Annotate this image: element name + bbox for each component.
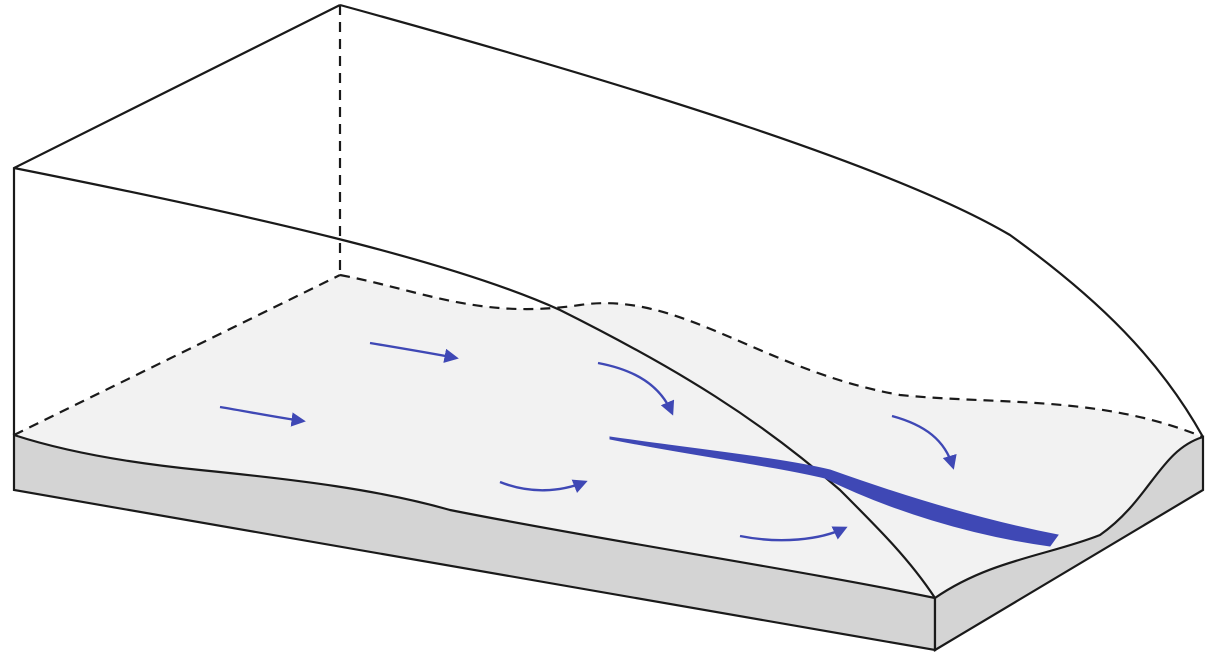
hidden-edge (339, 273, 1204, 439)
flow-arrow (739, 526, 848, 542)
flow-arrow (597, 361, 675, 416)
flow-arrow (499, 479, 588, 493)
slab-side (933, 435, 1205, 652)
flow-arrow (219, 405, 306, 427)
box-edge (339, 3, 1204, 438)
slab-front (12, 433, 937, 652)
box-edge (13, 166, 936, 599)
bed-surface (14, 275, 1203, 598)
channel (609, 436, 1059, 547)
flow-arrow (369, 341, 459, 363)
flow-arrow (891, 414, 957, 470)
hidden-edge (13, 274, 341, 436)
